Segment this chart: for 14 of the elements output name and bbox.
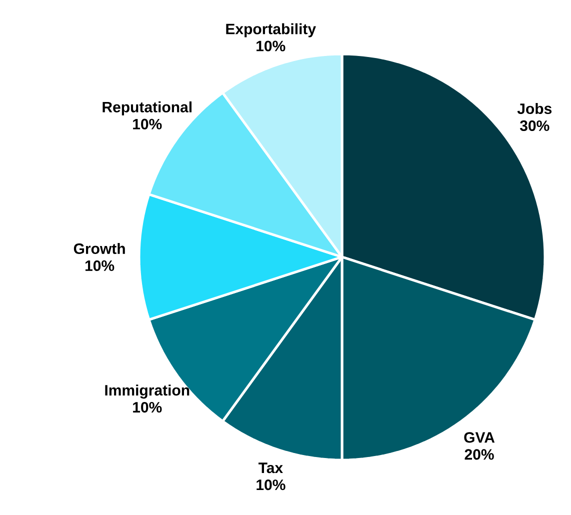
slice-label: Jobs bbox=[517, 103, 552, 114]
slice-label: Reputational bbox=[102, 101, 192, 116]
data-label: 10% bbox=[133, 118, 162, 130]
data-label: 20% bbox=[464, 449, 494, 460]
slice-label: Exportability bbox=[226, 23, 316, 38]
slice-label: GVA bbox=[464, 432, 495, 443]
data-label: 10% bbox=[133, 402, 162, 413]
data-label: 10% bbox=[256, 40, 286, 52]
slice-label: Growth bbox=[74, 242, 125, 254]
data-label: 30% bbox=[520, 120, 550, 132]
data-label: 10% bbox=[256, 480, 286, 490]
slice-label: Tax bbox=[258, 462, 283, 474]
data-label: 10% bbox=[85, 260, 114, 271]
slice-label: Immigration bbox=[105, 384, 190, 399]
